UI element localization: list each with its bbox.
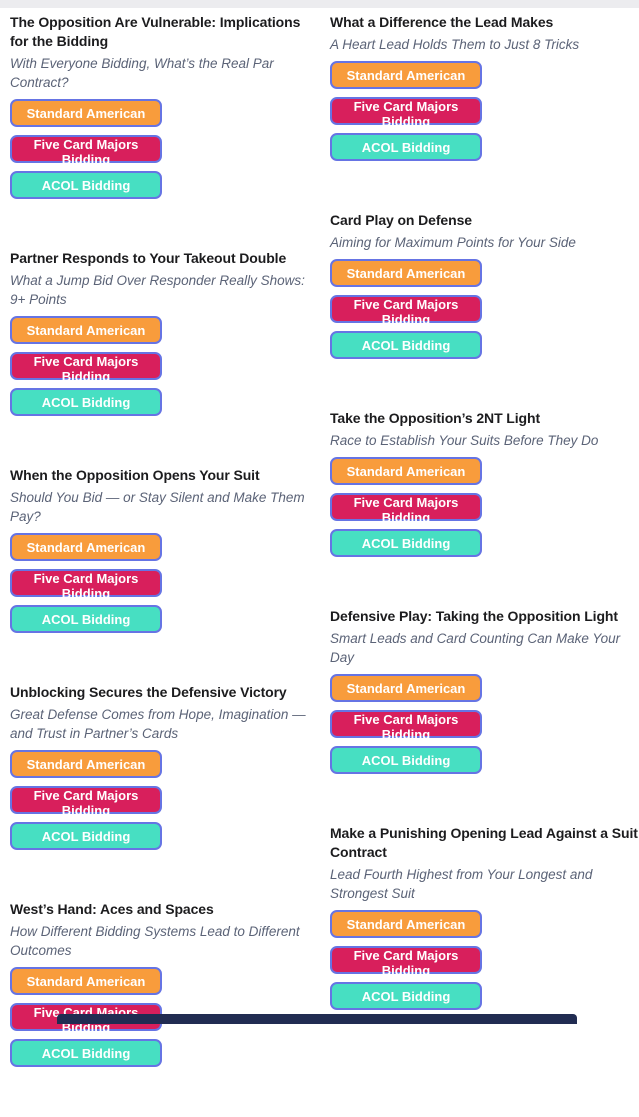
lesson-card: What a Difference the Lead Makes A Heart … <box>330 13 639 161</box>
footer-bar <box>57 1014 577 1024</box>
standard-american-button[interactable]: Standard American <box>10 99 162 127</box>
acol-bidding-button[interactable]: ACOL Bidding <box>330 746 482 774</box>
standard-american-button[interactable]: Standard American <box>330 674 482 702</box>
lesson-title: The Opposition Are Vulnerable: Implicati… <box>10 14 301 49</box>
acol-bidding-button[interactable]: ACOL Bidding <box>10 605 162 633</box>
lesson-subtitle: Aiming for Maximum Points for Your Side <box>330 235 576 250</box>
acol-bidding-button[interactable]: ACOL Bidding <box>10 822 162 850</box>
five-card-majors-bidding-button[interactable]: Five Card Majors Bidding <box>330 97 482 129</box>
five-card-majors-bidding-button[interactable]: Five Card Majors Bidding <box>330 946 482 978</box>
lesson-card: Take the Opposition’s 2NT Light Race to E… <box>330 409 639 557</box>
lesson-card: Card Play on Defense Aiming for Maximum P… <box>330 211 639 359</box>
lesson-subtitle: What a Jump Bid Over Responder Really Sh… <box>10 273 305 307</box>
standard-american-button[interactable]: Standard American <box>10 750 162 778</box>
lesson-card: Unblocking Secures the Defensive Victory… <box>10 683 319 850</box>
standard-american-button[interactable]: Standard American <box>10 967 162 995</box>
five-card-majors-bidding-button[interactable]: Five Card Majors Bidding <box>330 493 482 525</box>
standard-american-button[interactable]: Standard American <box>330 61 482 89</box>
lesson-title: Unblocking Secures the Defensive Victory <box>10 684 287 700</box>
top-edge-strip <box>0 0 639 8</box>
standard-american-button[interactable]: Standard American <box>330 259 482 287</box>
standard-american-button[interactable]: Standard American <box>330 457 482 485</box>
lesson-title: West’s Hand: Aces and Spaces <box>10 901 214 917</box>
five-card-majors-bidding-button[interactable]: Five Card Majors Bidding <box>10 135 162 167</box>
lesson-title: When the Opposition Opens Your Suit <box>10 467 260 483</box>
lesson-title: What a Difference the Lead Makes <box>330 14 554 30</box>
acol-bidding-button[interactable]: ACOL Bidding <box>330 982 482 1010</box>
lesson-subtitle: With Everyone Bidding, What’s the Real P… <box>10 56 274 90</box>
lesson-subtitle: How Different Bidding Systems Lead to Di… <box>10 924 300 958</box>
lesson-subtitle: Smart Leads and Card Counting Can Make Y… <box>330 631 621 665</box>
standard-american-button[interactable]: Standard American <box>330 910 482 938</box>
lesson-title: Take the Opposition’s 2NT Light <box>330 410 541 426</box>
lesson-card: The Opposition Are Vulnerable: Implicati… <box>10 13 319 199</box>
standard-american-button[interactable]: Standard American <box>10 533 162 561</box>
lesson-title: Card Play on Defense <box>330 212 472 228</box>
five-card-majors-bidding-button[interactable]: Five Card Majors Bidding <box>330 710 482 742</box>
acol-bidding-button[interactable]: ACOL Bidding <box>330 331 482 359</box>
lesson-card: Make a Punishing Opening Lead Against a … <box>330 824 639 1010</box>
lesson-subtitle: Lead Fourth Highest from Your Longest an… <box>330 867 593 901</box>
lesson-title: Defensive Play: Taking the Opposition Li… <box>330 608 618 624</box>
lesson-card: Partner Responds to Your Takeout Double W… <box>10 249 319 416</box>
acol-bidding-button[interactable]: ACOL Bidding <box>10 1039 162 1067</box>
lesson-subtitle: Great Defense Comes from Hope, Imaginati… <box>10 707 306 741</box>
acol-bidding-button[interactable]: ACOL Bidding <box>330 529 482 557</box>
lesson-title: Make a Punishing Opening Lead Against a … <box>330 825 638 860</box>
five-card-majors-bidding-button[interactable]: Five Card Majors Bidding <box>10 786 162 818</box>
lesson-card: When the Opposition Opens Your Suit Shoul… <box>10 466 319 633</box>
lesson-subtitle: A Heart Lead Holds Them to Just 8 Tricks <box>330 37 580 52</box>
lesson-grid: The Opposition Are Vulnerable: Implicati… <box>0 8 639 1117</box>
lesson-subtitle: Should You Bid — or Stay Silent and Make… <box>10 490 305 524</box>
lesson-title: Partner Responds to Your Takeout Double <box>10 250 287 266</box>
five-card-majors-bidding-button[interactable]: Five Card Majors Bidding <box>10 352 162 384</box>
five-card-majors-bidding-button[interactable]: Five Card Majors Bidding <box>10 569 162 601</box>
column-right: What a Difference the Lead Makes A Heart … <box>330 13 639 1117</box>
lesson-card: West’s Hand: Aces and Spaces How Differen… <box>10 900 319 1067</box>
lesson-subtitle: Race to Establish Your Suits Before They… <box>330 433 599 448</box>
standard-american-button[interactable]: Standard American <box>10 316 162 344</box>
acol-bidding-button[interactable]: ACOL Bidding <box>10 171 162 199</box>
acol-bidding-button[interactable]: ACOL Bidding <box>330 133 482 161</box>
acol-bidding-button[interactable]: ACOL Bidding <box>10 388 162 416</box>
lesson-card: Defensive Play: Taking the Opposition Li… <box>330 607 639 774</box>
column-left: The Opposition Are Vulnerable: Implicati… <box>10 13 319 1117</box>
five-card-majors-bidding-button[interactable]: Five Card Majors Bidding <box>330 295 482 327</box>
